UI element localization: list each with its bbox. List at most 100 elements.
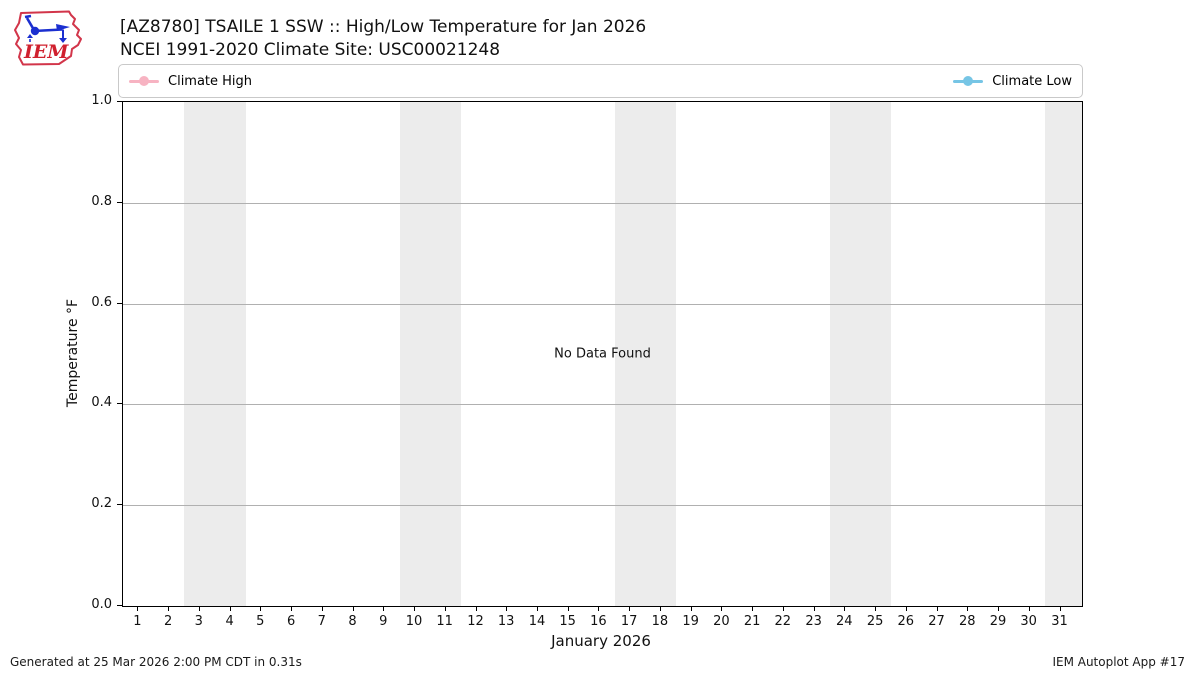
legend-item-climate-low: Climate Low [953, 74, 1072, 89]
logo-text: IEM [23, 41, 69, 63]
footer-generated-text: Generated at 25 Mar 2026 2:00 PM CDT in … [10, 655, 302, 669]
x-tick-label: 17 [620, 614, 638, 629]
x-tick-label: 6 [286, 614, 296, 629]
x-tick-mark [1028, 606, 1030, 611]
x-tick-mark [321, 606, 323, 611]
x-tick-label: 10 [405, 614, 423, 629]
x-tick-label: 20 [713, 614, 730, 629]
x-tick-label: 29 [989, 614, 1007, 629]
x-tick-label: 18 [651, 614, 669, 629]
x-tick-mark [414, 606, 415, 611]
weekend-band [184, 102, 246, 606]
weekend-band [829, 102, 892, 606]
y-gridline [123, 303, 1082, 305]
legend-label-climate-high: Climate High [168, 73, 253, 89]
x-tick-mark [721, 606, 723, 611]
y-tick-mark [117, 504, 122, 506]
x-tick-label: 27 [928, 614, 945, 629]
x-tick-mark [844, 606, 846, 611]
x-axis-label: January 2026 [551, 632, 651, 650]
x-tick-label: 19 [682, 614, 699, 629]
y-tick-mark [117, 302, 122, 304]
title-block: [AZ8780] TSAILE 1 SSW :: High/Low Temper… [120, 16, 646, 62]
x-tick-mark [352, 606, 354, 611]
y-tick-mark [117, 605, 122, 606]
x-tick-label: 30 [1020, 614, 1037, 629]
x-tick-label: 7 [317, 614, 326, 629]
x-tick-mark [690, 606, 692, 611]
x-tick-mark [537, 606, 538, 611]
x-tick-label: 22 [774, 614, 792, 629]
x-tick-mark [629, 606, 631, 611]
y-axis-label: Temperature °F [65, 298, 81, 408]
x-tick-label: 26 [897, 614, 915, 629]
x-tick-label: 9 [379, 614, 388, 629]
x-tick-mark [260, 606, 262, 611]
iem-logo: IEM [14, 10, 82, 66]
x-tick-mark [752, 606, 754, 611]
x-tick-mark [291, 606, 293, 611]
legend-item-climate-high: Climate High [129, 74, 252, 89]
plot-area: No Data Found [122, 101, 1083, 607]
x-tick-mark [137, 606, 139, 611]
legend-label-climate-low: Climate Low [992, 73, 1072, 89]
x-tick-label: 2 [163, 614, 173, 629]
x-tick-label: 25 [866, 614, 884, 629]
x-tick-label: 13 [497, 614, 515, 629]
x-tick-label: 3 [194, 614, 203, 629]
x-tick-label: 4 [225, 614, 234, 629]
x-tick-label: 15 [559, 614, 576, 629]
weekend-band [399, 102, 462, 606]
x-tick-mark [567, 606, 569, 611]
x-tick-label: 24 [836, 614, 853, 629]
climate-high-marker-icon [129, 76, 159, 86]
y-gridline [123, 202, 1082, 204]
x-tick-label: 8 [348, 614, 357, 629]
x-tick-label: 12 [467, 614, 484, 629]
x-tick-label: 21 [743, 614, 761, 629]
y-tick-label: 0.4 [91, 395, 112, 411]
y-tick-label: 0.2 [91, 496, 112, 512]
x-tick-mark [383, 606, 385, 611]
x-tick-label: 28 [959, 614, 976, 629]
x-tick-mark [905, 606, 907, 611]
x-tick-mark [229, 606, 231, 611]
x-tick-label: 14 [528, 614, 546, 629]
x-tick-label: 1 [133, 614, 142, 629]
footer-app-text: IEM Autoplot App #17 [1052, 655, 1185, 669]
weekend-band [1045, 102, 1082, 606]
x-tick-mark [168, 606, 170, 611]
legend: Climate High Climate Low [118, 64, 1083, 98]
x-tick-mark [475, 606, 477, 611]
x-tick-mark [198, 606, 200, 611]
y-tick-mark [117, 101, 122, 102]
chart-title: [AZ8780] TSAILE 1 SSW :: High/Low Temper… [120, 17, 647, 37]
x-tick-mark [506, 606, 508, 611]
x-tick-mark [659, 606, 661, 611]
x-tick-label: 5 [256, 614, 265, 629]
y-tick-label: 0.8 [91, 193, 112, 209]
y-tick-mark [117, 403, 122, 405]
chart-subtitle: NCEI 1991-2020 Climate Site: USC00021248 [120, 40, 501, 60]
x-tick-label: 23 [805, 614, 822, 629]
y-gridline [123, 505, 1082, 507]
no-data-message: No Data Found [554, 346, 651, 362]
x-tick-mark [1059, 606, 1061, 611]
x-tick-label: 11 [436, 614, 453, 629]
x-tick-mark [813, 606, 815, 611]
x-tick-mark [967, 606, 969, 611]
x-tick-label: 31 [1051, 614, 1068, 629]
y-gridline [123, 404, 1082, 406]
weekend-band [614, 102, 677, 606]
x-tick-mark [875, 606, 877, 611]
x-tick-mark [936, 606, 938, 611]
x-tick-label: 16 [590, 614, 607, 629]
y-tick-label: 0.6 [91, 294, 112, 310]
x-tick-mark [998, 606, 999, 611]
y-tick-label: 1.0 [91, 93, 112, 108]
x-tick-mark [444, 606, 446, 611]
x-tick-mark [598, 606, 600, 611]
x-tick-mark [782, 606, 784, 611]
climate-low-marker-icon [953, 76, 984, 86]
